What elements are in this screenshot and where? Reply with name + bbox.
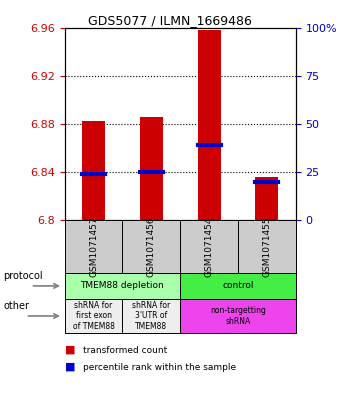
Text: GSM1071454: GSM1071454 bbox=[205, 217, 214, 277]
Bar bbox=[198, 30, 221, 220]
Text: GDS5077 / ILMN_1669486: GDS5077 / ILMN_1669486 bbox=[88, 14, 252, 27]
Text: transformed count: transformed count bbox=[83, 346, 168, 355]
Text: control: control bbox=[222, 281, 254, 290]
Text: GSM1071455: GSM1071455 bbox=[262, 216, 271, 277]
Text: protocol: protocol bbox=[3, 271, 43, 281]
Text: GSM1071457: GSM1071457 bbox=[89, 216, 98, 277]
Text: shRNA for
first exon
of TMEM88: shRNA for first exon of TMEM88 bbox=[72, 301, 115, 331]
Text: other: other bbox=[3, 301, 29, 311]
Text: ■: ■ bbox=[65, 345, 75, 355]
Bar bbox=[255, 177, 278, 220]
Text: shRNA for
3'UTR of
TMEM88: shRNA for 3'UTR of TMEM88 bbox=[132, 301, 170, 331]
Bar bbox=[140, 117, 163, 220]
Text: ■: ■ bbox=[65, 362, 75, 371]
Text: TMEM88 depletion: TMEM88 depletion bbox=[81, 281, 164, 290]
Text: percentile rank within the sample: percentile rank within the sample bbox=[83, 363, 236, 372]
Text: non-targetting
shRNA: non-targetting shRNA bbox=[210, 306, 266, 326]
Bar bbox=[82, 121, 105, 220]
Text: GSM1071456: GSM1071456 bbox=[147, 216, 156, 277]
